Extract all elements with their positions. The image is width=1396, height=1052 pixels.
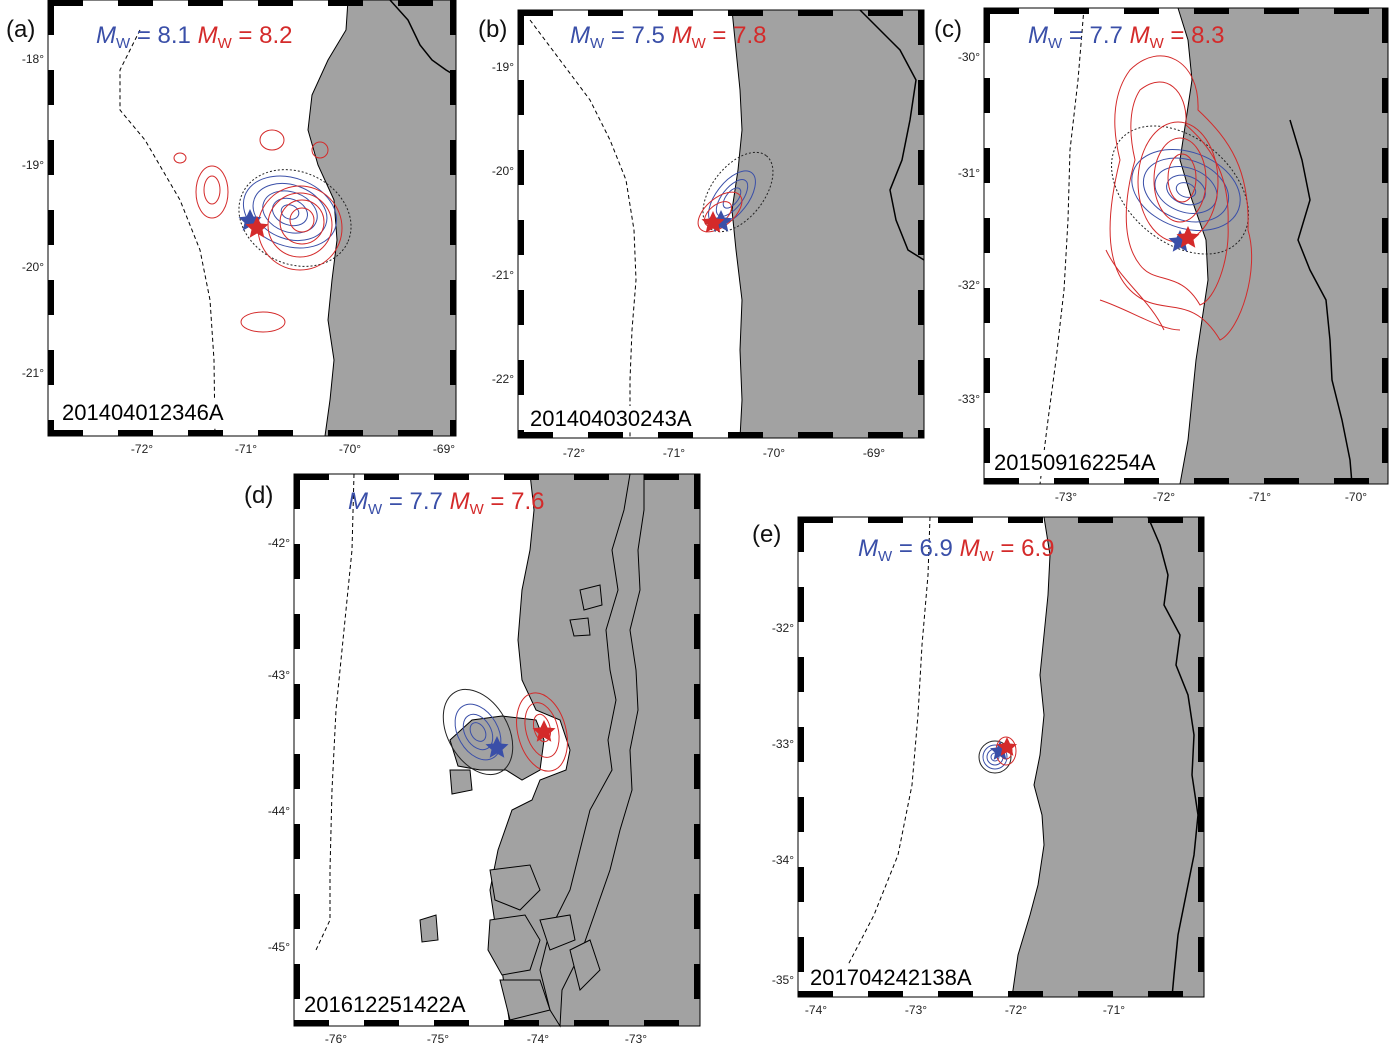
map-panel-a: (a) MW = 8.1 MW = 8.2 201404012346A -18°… <box>0 0 470 470</box>
red-contours <box>173 129 343 333</box>
x-tick: -72° <box>1004 1003 1028 1017</box>
y-tick: -32° <box>771 621 794 635</box>
x-tick: -70° <box>762 446 786 460</box>
black-contours <box>1111 125 1249 255</box>
star-icon <box>701 211 725 233</box>
magnitude-label: MW = 7.7 MW = 8.3 <box>1028 22 1225 52</box>
panel-label: (b) <box>478 16 508 43</box>
black-contours <box>442 688 514 776</box>
land-area <box>1177 7 1389 485</box>
y-tick: -19° <box>491 60 514 74</box>
star-icon <box>1176 226 1200 248</box>
y-tick: -33° <box>771 737 794 751</box>
x-tick: -75° <box>426 1032 450 1046</box>
x-tick: -72° <box>1152 490 1176 504</box>
x-tick: -76° <box>324 1032 348 1046</box>
star-icon <box>245 216 269 238</box>
magnitude-label: MW = 7.5 MW = 7.8 <box>570 22 767 52</box>
event-id-label: 201704242138A <box>808 965 974 991</box>
trench-line <box>821 516 931 998</box>
star-icon <box>485 736 509 758</box>
x-tick: -72° <box>130 442 154 456</box>
black-contours <box>978 740 1012 774</box>
y-tick: -42° <box>267 536 290 550</box>
y-tick: -30° <box>957 50 980 64</box>
y-tick: -32° <box>957 278 980 292</box>
y-tick: -34° <box>771 853 794 867</box>
black-contours <box>238 169 352 267</box>
panel-label: (c) <box>934 16 962 43</box>
y-tick: -35° <box>771 973 794 987</box>
y-tick: -19° <box>21 158 44 172</box>
x-tick: -70° <box>338 442 362 456</box>
magnitude-label: MW = 8.1 MW = 8.2 <box>96 22 293 52</box>
map-panel-e: (e) MW = 6.9 MW = 6.9 201704242138A -32°… <box>748 515 1218 1052</box>
map-a <box>47 0 457 437</box>
x-tick: -69° <box>432 442 456 456</box>
magnitude-label: MW = 6.9 MW = 6.9 <box>858 535 1055 565</box>
x-tick: -71° <box>1102 1003 1126 1017</box>
event-id-label: 201404030243A <box>528 406 694 432</box>
land-area <box>731 9 925 439</box>
event-id-label: 201404012346A <box>60 400 226 426</box>
y-tick: -20° <box>21 260 44 274</box>
y-tick: -33° <box>957 392 980 406</box>
map-e <box>797 516 1205 998</box>
border-line <box>1289 119 1353 485</box>
y-tick: -45° <box>267 940 290 954</box>
trench-line <box>315 473 355 951</box>
x-tick: -69° <box>862 446 886 460</box>
x-tick: -73° <box>624 1032 648 1046</box>
y-tick: -31° <box>957 166 980 180</box>
red-contours <box>516 692 568 772</box>
land-area <box>1011 516 1205 998</box>
trench-line <box>529 19 637 438</box>
border-line <box>859 9 925 261</box>
trench-line <box>119 29 216 437</box>
trench-line <box>1039 7 1085 485</box>
x-tick: -73° <box>1054 490 1078 504</box>
star-icon <box>990 741 1010 760</box>
x-tick: -74° <box>526 1032 550 1046</box>
border-line <box>389 0 457 77</box>
map-d <box>293 473 701 1028</box>
y-tick: -44° <box>267 804 290 818</box>
map-panel-c: (c) MW = 7.7 MW = 8.3 201509162254A -30°… <box>930 0 1396 515</box>
blue-contours <box>454 703 502 761</box>
map-panel-d: (d) MW = 7.7 MW = 7.6 201612251422A -42°… <box>240 470 710 1052</box>
x-tick: -71° <box>1248 490 1272 504</box>
x-tick: -74° <box>804 1003 828 1017</box>
y-tick: -21° <box>491 268 514 282</box>
x-tick: -71° <box>662 446 686 460</box>
land-area <box>489 473 701 1028</box>
panel-label: (d) <box>244 482 274 509</box>
y-tick: -20° <box>491 164 514 178</box>
map-b <box>517 9 925 439</box>
y-tick: -21° <box>21 366 44 380</box>
x-tick: -72° <box>562 446 586 460</box>
y-tick: -43° <box>267 668 290 682</box>
map-panel-b: (b) MW = 7.5 MW = 7.8 201404030243A -19°… <box>470 0 930 470</box>
star-icon <box>997 737 1017 756</box>
map-c <box>983 7 1389 485</box>
event-id-label: 201509162254A <box>992 450 1158 476</box>
star-icon <box>532 720 556 742</box>
magnitude-label: MW = 7.7 MW = 7.6 <box>348 488 545 518</box>
panel-label: (a) <box>6 16 36 43</box>
y-tick: -18° <box>21 52 44 66</box>
star-icon <box>1168 230 1192 252</box>
black-contours <box>702 151 774 233</box>
x-tick: -71° <box>234 442 258 456</box>
panel-label: (e) <box>752 521 782 548</box>
border-line <box>1147 516 1199 998</box>
x-tick: -70° <box>1344 490 1368 504</box>
x-tick: -73° <box>904 1003 928 1017</box>
event-id-label: 201612251422A <box>302 992 468 1018</box>
y-tick: -22° <box>491 372 514 386</box>
land-area <box>307 0 457 437</box>
